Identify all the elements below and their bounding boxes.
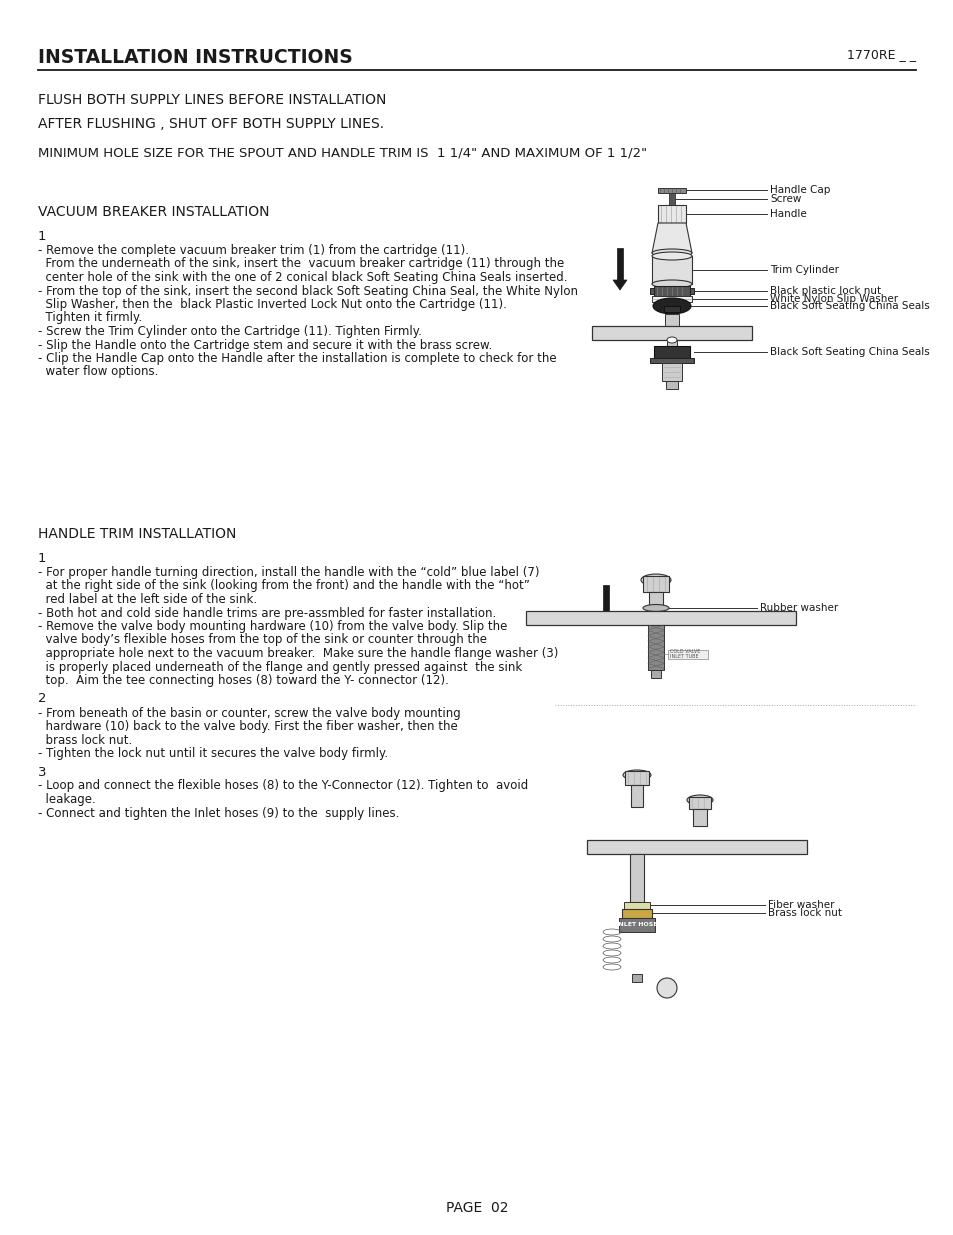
Text: - Remove the valve body mounting hardware (10) from the valve body. Slip the: - Remove the valve body mounting hardwar… — [38, 620, 507, 634]
Text: top.  Aim the tee connecting hoses (8) toward the Y- connector (12).: top. Aim the tee connecting hoses (8) to… — [38, 674, 449, 687]
Text: at the right side of the sink (looking from the front) and the handle with the “: at the right side of the sink (looking f… — [38, 579, 529, 593]
Bar — [668, 193, 675, 205]
Bar — [648, 592, 662, 614]
Text: is properly placed underneath of the flange and gently pressed against  the sink: is properly placed underneath of the fla… — [38, 661, 521, 673]
Bar — [602, 585, 608, 615]
Ellipse shape — [651, 252, 691, 261]
Text: - From beneath of the basin or counter, screw the valve body mounting: - From beneath of the basin or counter, … — [38, 706, 460, 720]
Text: water flow options.: water flow options. — [38, 366, 158, 378]
Text: White Nylon Slip Washer: White Nylon Slip Washer — [769, 294, 897, 304]
Text: - From the top of the sink, insert the second black Soft Seating China Seal, the: - From the top of the sink, insert the s… — [38, 284, 578, 298]
Bar — [621, 909, 651, 918]
Bar — [692, 809, 706, 826]
Polygon shape — [613, 280, 626, 290]
Text: PAGE  02: PAGE 02 — [445, 1200, 508, 1215]
Text: - Connect and tighten the Inlet hoses (9) to the  supply lines.: - Connect and tighten the Inlet hoses (9… — [38, 806, 399, 820]
Bar — [649, 358, 693, 363]
Text: Fiber washer: Fiber washer — [767, 900, 834, 910]
Text: VACUUM BREAKER INSTALLATION: VACUUM BREAKER INSTALLATION — [38, 205, 269, 219]
Ellipse shape — [652, 298, 690, 314]
Bar — [654, 346, 689, 358]
Bar — [642, 576, 668, 592]
Text: Brass lock nut: Brass lock nut — [767, 908, 841, 918]
Ellipse shape — [666, 337, 677, 343]
Bar — [525, 611, 795, 625]
Bar — [647, 625, 663, 671]
Text: - Slip the Handle onto the Cartridge stem and secure it with the brass screw.: - Slip the Handle onto the Cartridge ste… — [38, 338, 492, 352]
Bar — [618, 918, 655, 932]
Text: INSTALLATION INSTRUCTIONS: INSTALLATION INSTRUCTIONS — [38, 48, 353, 67]
Text: - Screw the Trim Cylinder onto the Cartridge (11). Tighten Firmly.: - Screw the Trim Cylinder onto the Cartr… — [38, 325, 421, 338]
Text: Black Soft Seating China Seals: Black Soft Seating China Seals — [769, 347, 929, 357]
Bar — [624, 771, 648, 785]
Bar — [631, 974, 641, 982]
Bar — [650, 671, 660, 678]
Bar — [688, 797, 710, 809]
Bar — [663, 306, 679, 312]
Text: valve body’s flexible hoses from the top of the sink or counter through the: valve body’s flexible hoses from the top… — [38, 634, 486, 646]
Text: Rubber washer: Rubber washer — [760, 603, 838, 613]
Ellipse shape — [640, 574, 670, 585]
Polygon shape — [598, 615, 613, 625]
Text: MINIMUM HOLE SIZE FOR THE SPOUT AND HANDLE TRIM IS  1 1/4" AND MAXIMUM OF 1 1/2": MINIMUM HOLE SIZE FOR THE SPOUT AND HAND… — [38, 147, 646, 161]
Text: 3: 3 — [38, 766, 47, 778]
Ellipse shape — [622, 769, 650, 781]
Bar — [586, 840, 806, 853]
Text: Trim Cylinder: Trim Cylinder — [769, 266, 838, 275]
Text: appropriate hole next to the vacuum breaker.  Make sure the handle flange washer: appropriate hole next to the vacuum brea… — [38, 647, 558, 659]
Text: - Tighten the lock nut until it secures the valve body firmly.: - Tighten the lock nut until it secures … — [38, 747, 388, 760]
Text: 1770RE _ _: 1770RE _ _ — [846, 48, 915, 61]
Bar — [651, 256, 691, 284]
Text: center hole of the sink with the one of 2 conical black Soft Seating China Seals: center hole of the sink with the one of … — [38, 270, 567, 284]
Text: 1: 1 — [38, 552, 47, 564]
Bar — [666, 340, 677, 346]
Text: - Clip the Handle Cap onto the Handle after the installation is complete to chec: - Clip the Handle Cap onto the Handle af… — [38, 352, 556, 366]
Text: - Remove the complete vacuum breaker trim (1) from the cartridge (11).: - Remove the complete vacuum breaker tri… — [38, 245, 469, 257]
Text: Tighten it firmly.: Tighten it firmly. — [38, 311, 142, 325]
Text: - For proper handle turning direction, install the handle with the “cold” blue l: - For proper handle turning direction, i… — [38, 566, 539, 579]
Bar — [664, 314, 679, 326]
Text: HANDLE TRIM INSTALLATION: HANDLE TRIM INSTALLATION — [38, 527, 236, 541]
Text: FLUSH BOTH SUPPLY LINES BEFORE INSTALLATION: FLUSH BOTH SUPPLY LINES BEFORE INSTALLAT… — [38, 93, 386, 107]
Text: - Both hot and cold side handle trims are pre-assmbled for faster installation.: - Both hot and cold side handle trims ar… — [38, 606, 496, 620]
Text: brass lock nut.: brass lock nut. — [38, 734, 132, 746]
Ellipse shape — [651, 280, 691, 288]
Bar — [592, 326, 751, 340]
Text: - Loop and connect the flexible hoses (8) to the Y-Connector (12). Tighten to  a: - Loop and connect the flexible hoses (8… — [38, 779, 528, 793]
Bar — [689, 288, 693, 294]
Text: From the underneath of the sink, insert the  vacuum breaker cartridge (11) throu: From the underneath of the sink, insert … — [38, 258, 563, 270]
Bar — [623, 902, 649, 909]
Bar — [667, 650, 707, 659]
Text: red label at the left side of the sink.: red label at the left side of the sink. — [38, 593, 257, 606]
Bar — [654, 287, 689, 296]
Bar — [658, 205, 685, 224]
Text: INLET HOSE: INLET HOSE — [616, 923, 658, 927]
Text: Slip Washer, then the  black Plastic Inverted Lock Nut onto the Cartridge (11).: Slip Washer, then the black Plastic Inve… — [38, 298, 506, 311]
Text: leakage.: leakage. — [38, 793, 95, 806]
Text: COLD VALVE
INLET TUBE: COLD VALVE INLET TUBE — [669, 648, 700, 659]
Ellipse shape — [651, 249, 691, 257]
Bar — [629, 853, 643, 902]
Text: Screw: Screw — [769, 194, 801, 204]
Text: Handle Cap: Handle Cap — [769, 185, 829, 195]
Bar — [651, 296, 691, 303]
Bar — [630, 785, 642, 806]
Text: Handle: Handle — [769, 209, 806, 219]
Bar — [661, 363, 681, 382]
Text: 1: 1 — [38, 230, 47, 243]
Ellipse shape — [642, 604, 668, 611]
Text: AFTER FLUSHING , SHUT OFF BOTH SUPPLY LINES.: AFTER FLUSHING , SHUT OFF BOTH SUPPLY LI… — [38, 117, 384, 131]
Text: hardware (10) back to the valve body. First the fiber washer, then the: hardware (10) back to the valve body. Fi… — [38, 720, 457, 734]
Bar — [617, 248, 622, 280]
Polygon shape — [651, 224, 691, 253]
Bar — [665, 382, 678, 389]
Ellipse shape — [657, 978, 677, 998]
Ellipse shape — [686, 795, 712, 805]
Text: Black Soft Seating China Seals: Black Soft Seating China Seals — [769, 301, 929, 311]
Text: Black plastic lock nut: Black plastic lock nut — [769, 287, 881, 296]
Text: 2: 2 — [38, 693, 47, 705]
Bar — [658, 188, 685, 193]
Bar — [649, 288, 654, 294]
